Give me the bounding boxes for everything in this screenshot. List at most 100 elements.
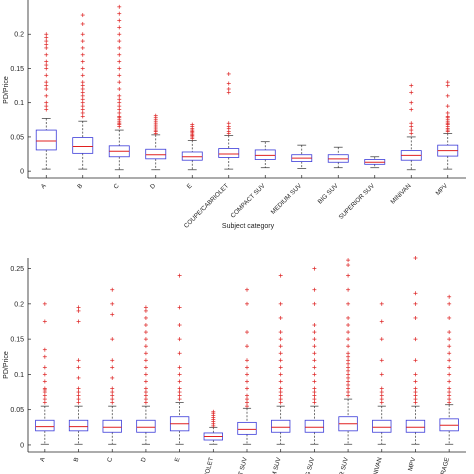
outlier-point (278, 273, 283, 278)
outlier-point (447, 400, 452, 405)
outlier-point (117, 107, 122, 112)
iqr-box (72, 137, 94, 154)
outlier-point (379, 301, 384, 306)
outlier-point (44, 100, 49, 105)
category-label: D (149, 182, 157, 190)
category-label: CABRIOLET (199, 457, 215, 474)
outlier-point (226, 71, 231, 76)
outlier-point (80, 114, 85, 119)
outlier-point (76, 308, 81, 313)
outlier-point (143, 351, 148, 356)
outlier-point (346, 323, 351, 328)
outlier-point (445, 93, 450, 98)
outlier-point (110, 393, 115, 398)
outlier-point (278, 390, 283, 395)
category-label: BIG SUV (317, 182, 341, 206)
outlier-point (80, 110, 85, 115)
y-tick-label: 0.2 (14, 32, 24, 39)
outlier-point (177, 379, 182, 384)
outlier-point (312, 351, 317, 356)
bottom-y-axis-label: PD/Price (3, 351, 10, 379)
y-tick-label: 0.1 (14, 100, 24, 107)
outlier-point (110, 365, 115, 370)
outlier-point (346, 273, 351, 278)
outlier-point (143, 308, 148, 313)
outlier-point (413, 315, 418, 320)
outlier-point (76, 393, 81, 398)
outlier-point (245, 393, 249, 398)
outlier-point (278, 344, 283, 349)
iqr-box (145, 148, 167, 160)
category-label: MPV (407, 456, 418, 472)
outlier-point (278, 358, 283, 363)
iqr-box (35, 129, 57, 151)
outlier-point (110, 386, 115, 391)
outlier-point (80, 66, 85, 71)
outlier-point (110, 375, 115, 380)
outlier-point (346, 393, 351, 398)
outlier-point (44, 52, 49, 57)
outlier-point (226, 121, 231, 126)
outlier-point (44, 87, 49, 91)
outlier-point (143, 379, 148, 384)
outlier-point (346, 368, 351, 373)
outlier-point (44, 45, 49, 50)
outlier-point (346, 372, 351, 377)
outlier-point (80, 97, 85, 102)
outlier-point (409, 121, 414, 126)
outlier-point (42, 372, 47, 377)
outlier-point (346, 365, 351, 370)
outlier-point (76, 358, 81, 363)
outlier-point (278, 400, 283, 405)
outlier-point (245, 372, 249, 377)
outlier-point (44, 107, 49, 112)
outlier-point (80, 93, 85, 98)
outlier-point (44, 83, 49, 88)
outlier-point (447, 397, 452, 402)
outlier-point (413, 358, 418, 363)
outlier-point (117, 39, 122, 44)
outlier-point (379, 386, 384, 391)
outlier-point (346, 337, 351, 342)
outlier-point (80, 39, 85, 44)
outlier-point (42, 397, 47, 402)
outlier-point (80, 100, 85, 105)
outlier-point (44, 39, 49, 44)
outlier-point (117, 4, 122, 9)
y-tick-label: 0 (20, 169, 24, 176)
outlier-point (117, 45, 122, 50)
outlier-point (117, 73, 122, 78)
outlier-point (245, 386, 249, 391)
outlier-point (447, 315, 452, 320)
outlier-point (143, 393, 148, 398)
outlier-point (117, 110, 122, 115)
outlier-point (379, 393, 384, 398)
outlier-point (445, 80, 450, 85)
outlier-point (76, 390, 81, 395)
outlier-point (379, 319, 384, 324)
iqr-box (218, 148, 240, 158)
outlier-point (110, 390, 115, 395)
outlier-point (346, 263, 351, 268)
outlier-point (177, 273, 182, 278)
outlier-point (278, 330, 283, 335)
outlier-point (447, 390, 452, 395)
iqr-box (405, 419, 426, 433)
outlier-point (110, 400, 115, 405)
outlier-point (143, 390, 148, 395)
outlier-point (245, 400, 249, 405)
category-label: C (112, 182, 120, 190)
outlier-point (447, 337, 452, 342)
outlier-point (413, 393, 418, 398)
outlier-point (143, 330, 148, 335)
category-label: COMPACT SUV (229, 182, 267, 220)
outlier-point (143, 358, 148, 363)
outlier-point (447, 372, 452, 377)
outlier-point (80, 104, 85, 109)
outlier-point (110, 397, 115, 402)
outlier-point (117, 104, 122, 109)
outlier-point (312, 287, 317, 292)
outlier-point (346, 344, 351, 349)
outlier-point (245, 379, 249, 384)
